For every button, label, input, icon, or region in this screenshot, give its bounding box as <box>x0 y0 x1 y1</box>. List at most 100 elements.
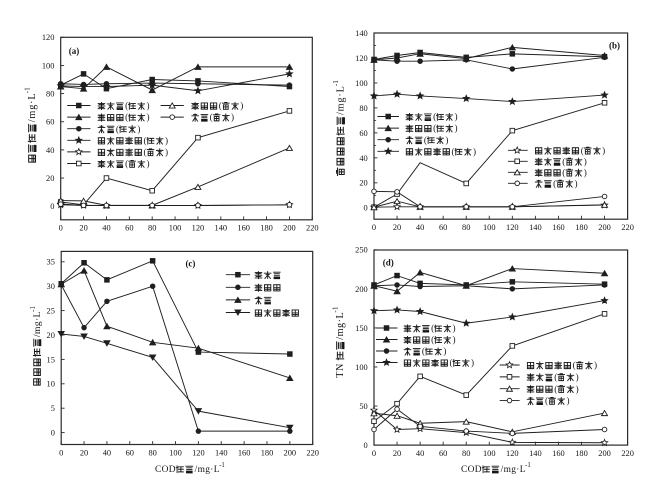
svg-text:250: 250 <box>355 246 368 255</box>
svg-text:/mg·L: /mg·L <box>501 465 526 475</box>
svg-text:60: 60 <box>359 129 367 138</box>
svg-text:): ) <box>147 159 150 169</box>
svg-text:140: 140 <box>529 223 542 232</box>
svg-text:/mg·L: /mg·L <box>27 93 38 123</box>
svg-text:120: 120 <box>192 224 205 233</box>
svg-text:): ) <box>147 101 150 111</box>
svg-text:20: 20 <box>393 449 401 458</box>
svg-text:): ) <box>455 123 458 133</box>
svg-text:(: ( <box>144 147 147 157</box>
svg-text:20: 20 <box>46 174 54 183</box>
svg-text:0: 0 <box>59 448 63 457</box>
svg-text:): ) <box>443 346 446 356</box>
svg-text:(: ( <box>125 101 128 111</box>
svg-text:(: ( <box>450 358 453 368</box>
svg-text:): ) <box>165 135 168 145</box>
svg-text:(: ( <box>422 346 425 356</box>
svg-text:140: 140 <box>355 29 368 38</box>
svg-text:100: 100 <box>355 79 368 88</box>
svg-text:100: 100 <box>169 224 182 233</box>
svg-text:120: 120 <box>192 448 205 457</box>
svg-text:80: 80 <box>359 104 367 113</box>
svg-text:(: ( <box>573 360 576 370</box>
svg-text:(: ( <box>452 146 455 156</box>
svg-text:(: ( <box>144 135 147 145</box>
svg-text:/mg·L: /mg·L <box>195 465 220 475</box>
svg-text:20: 20 <box>47 331 55 340</box>
svg-text:(d): (d) <box>383 257 394 267</box>
svg-text:160: 160 <box>552 223 565 232</box>
svg-text:180: 180 <box>260 224 273 233</box>
svg-text:): ) <box>453 335 456 345</box>
svg-text:80: 80 <box>462 449 470 458</box>
svg-text:0: 0 <box>372 223 376 232</box>
svg-text:): ) <box>594 360 597 370</box>
svg-text:40: 40 <box>46 146 54 155</box>
svg-text:/mg·L: /mg·L <box>32 311 43 337</box>
svg-text:140: 140 <box>529 449 542 458</box>
svg-text:-1: -1 <box>331 306 340 312</box>
svg-text:): ) <box>471 358 474 368</box>
svg-text:-1: -1 <box>331 80 340 86</box>
svg-text:100: 100 <box>355 363 368 372</box>
svg-text:(: ( <box>219 101 222 111</box>
svg-text:200: 200 <box>355 285 368 294</box>
svg-text:160: 160 <box>552 449 565 458</box>
svg-text:60: 60 <box>125 224 133 233</box>
svg-text:/mg·L: /mg·L <box>335 85 346 115</box>
svg-text:60: 60 <box>126 448 134 457</box>
svg-text:-1: -1 <box>219 462 225 469</box>
svg-text:): ) <box>566 396 569 406</box>
svg-text:(: ( <box>431 335 434 345</box>
svg-text:(: ( <box>554 384 557 394</box>
svg-text:20: 20 <box>359 179 367 188</box>
svg-text:100: 100 <box>169 448 182 457</box>
svg-text:): ) <box>575 178 578 188</box>
svg-text:0: 0 <box>50 202 54 211</box>
svg-text:COD: COD <box>461 465 482 475</box>
svg-text:(a): (a) <box>69 46 80 56</box>
svg-text:40: 40 <box>103 448 111 457</box>
svg-text:(: ( <box>433 112 436 122</box>
svg-text:0: 0 <box>51 429 55 438</box>
svg-text:): ) <box>584 167 587 177</box>
svg-text:): ) <box>165 147 168 157</box>
svg-text:120: 120 <box>506 449 519 458</box>
svg-text:0: 0 <box>372 449 376 458</box>
svg-text:TN: TN <box>335 363 346 378</box>
svg-text:180: 180 <box>575 223 588 232</box>
svg-text:220: 220 <box>621 223 634 232</box>
svg-text:): ) <box>576 384 579 394</box>
svg-text:): ) <box>584 156 587 166</box>
svg-text:20: 20 <box>393 223 401 232</box>
svg-text:20: 20 <box>80 448 88 457</box>
svg-text:25: 25 <box>47 307 55 316</box>
svg-text:100: 100 <box>483 223 496 232</box>
svg-text:-1: -1 <box>29 306 37 312</box>
svg-text:40: 40 <box>102 224 110 233</box>
svg-text:200: 200 <box>598 223 611 232</box>
svg-text:(: ( <box>125 159 128 169</box>
svg-text:): ) <box>453 323 456 333</box>
svg-text:80: 80 <box>462 223 470 232</box>
svg-text:100: 100 <box>42 61 55 70</box>
svg-text:220: 220 <box>306 224 319 233</box>
svg-text:160: 160 <box>237 224 250 233</box>
svg-text:(c): (c) <box>185 259 195 269</box>
svg-text:(: ( <box>562 156 565 166</box>
svg-text:10: 10 <box>47 380 55 389</box>
svg-text:(: ( <box>125 112 128 122</box>
svg-text:(: ( <box>116 124 119 134</box>
svg-text:(: ( <box>433 123 436 133</box>
svg-text:): ) <box>445 135 448 145</box>
svg-text:200: 200 <box>283 224 296 233</box>
svg-text:150: 150 <box>355 324 368 333</box>
svg-text:(: ( <box>210 112 213 122</box>
svg-text:140: 140 <box>215 224 228 233</box>
svg-text:160: 160 <box>238 448 251 457</box>
svg-text:180: 180 <box>575 449 588 458</box>
svg-text:15: 15 <box>47 355 55 364</box>
svg-text:(: ( <box>553 178 556 188</box>
svg-text:50: 50 <box>359 402 367 411</box>
svg-text:60: 60 <box>46 118 54 127</box>
